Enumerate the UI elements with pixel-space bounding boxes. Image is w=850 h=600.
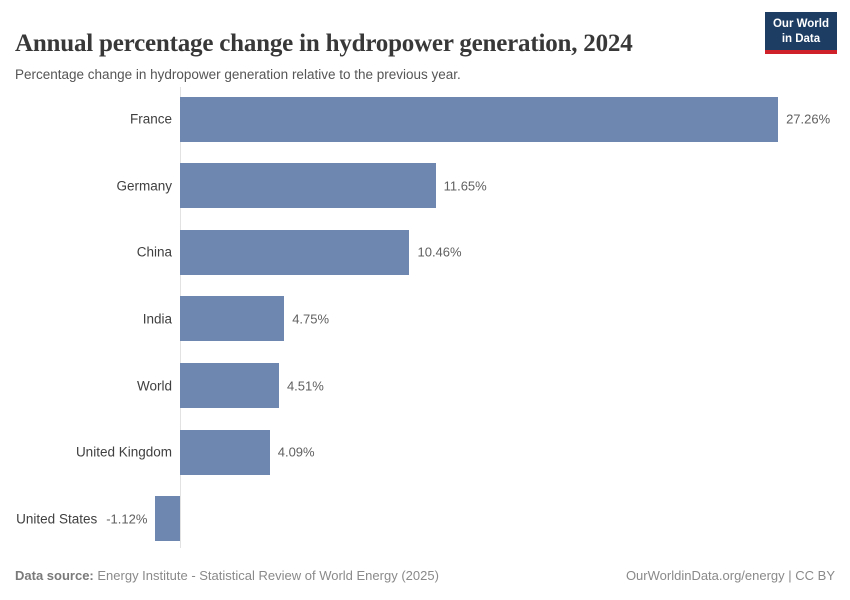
country-label: World: [136, 378, 172, 394]
bar[interactable]: [180, 163, 436, 209]
country-label: Germany: [116, 178, 172, 194]
country-label: United States: [16, 511, 98, 527]
bar-row: France 27.26%: [0, 86, 850, 153]
bar-row: India 4.75%: [0, 286, 850, 353]
value-label: 27.26%: [786, 111, 831, 127]
bar[interactable]: [180, 363, 279, 409]
country-label: China: [136, 244, 172, 260]
bar[interactable]: [180, 229, 410, 275]
value-label: -1.12%: [106, 511, 148, 527]
chart-subtitle: Percentage change in hydropower generati…: [15, 66, 461, 82]
value-label: 10.46%: [417, 244, 462, 260]
data-source-note: Data source: Energy Institute - Statisti…: [15, 568, 439, 583]
bar-chart: France 27.26% Germany 11.65% China 10.46% Indi…: [0, 86, 850, 552]
bar[interactable]: [155, 496, 180, 542]
owid-logo[interactable]: Our World in Data: [764, 12, 837, 55]
owid-logo-line1: Our World: [772, 18, 829, 30]
bar[interactable]: [180, 429, 270, 475]
page-title: Annual percentage change in hydropower g…: [15, 29, 633, 57]
negative-label-group: United States -1.12%: [0, 511, 147, 526]
bar[interactable]: [180, 96, 779, 142]
value-label: 11.65%: [443, 178, 487, 194]
bar-row: China 10.46%: [0, 219, 850, 286]
country-label: United Kingdom: [75, 444, 172, 460]
bar-row: World 4.51%: [0, 352, 850, 419]
country-label: France: [129, 111, 172, 127]
value-label: 4.09%: [277, 444, 315, 460]
bar-row: United States -1.12%: [0, 485, 850, 552]
value-label: 4.51%: [286, 378, 324, 394]
data-source-label: Data source:: [15, 568, 94, 583]
bar-row: Germany 11.65%: [0, 153, 850, 220]
bar-row: United Kingdom 4.09%: [0, 419, 850, 486]
value-label: 4.75%: [292, 311, 330, 327]
license-note: OurWorldinData.org/energy | CC BY: [625, 568, 835, 583]
owid-logo-line2: in Data: [781, 32, 821, 45]
data-source-text: Energy Institute - Statistical Review of…: [97, 568, 439, 583]
country-label: India: [142, 311, 172, 327]
bar[interactable]: [180, 296, 285, 342]
chart-footer: Data source: Energy Institute - Statisti…: [15, 568, 835, 583]
